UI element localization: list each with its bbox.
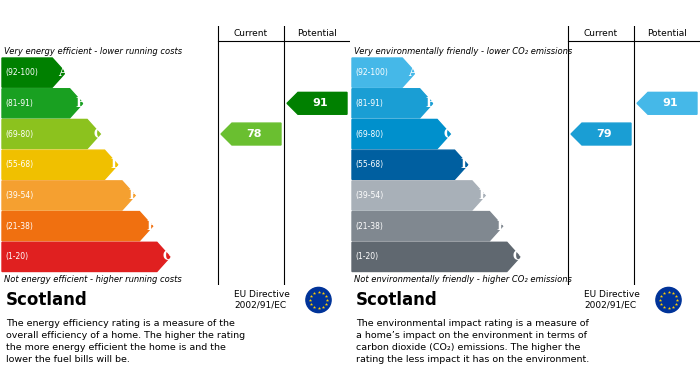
Text: E: E [128, 189, 138, 202]
Polygon shape [2, 89, 83, 118]
Text: (1-20): (1-20) [355, 253, 378, 262]
Text: (81-91): (81-91) [355, 99, 383, 108]
Text: Environmental Impact (CO₂) Rating: Environmental Impact (CO₂) Rating [358, 7, 606, 20]
Text: (92-100): (92-100) [355, 68, 388, 77]
Text: D: D [111, 158, 121, 171]
Text: (69-80): (69-80) [5, 129, 33, 138]
Text: EU Directive
2002/91/EC: EU Directive 2002/91/EC [234, 290, 290, 310]
Text: Very energy efficient - lower running costs: Very energy efficient - lower running co… [4, 47, 182, 56]
Text: B: B [76, 97, 86, 110]
Text: (39-54): (39-54) [355, 191, 384, 200]
Text: Scotland: Scotland [356, 291, 438, 309]
Text: G: G [513, 250, 524, 264]
Text: A: A [409, 66, 419, 79]
Polygon shape [352, 181, 485, 210]
Text: Scotland: Scotland [6, 291, 88, 309]
Polygon shape [2, 212, 153, 241]
Polygon shape [352, 89, 433, 118]
Text: (1-20): (1-20) [5, 253, 28, 262]
Circle shape [656, 287, 681, 312]
Text: Potential: Potential [647, 29, 687, 38]
Polygon shape [287, 92, 347, 114]
Text: The energy efficiency rating is a measure of the
overall efficiency of a home. T: The energy efficiency rating is a measur… [6, 319, 245, 364]
Text: (69-80): (69-80) [355, 129, 383, 138]
Text: F: F [146, 220, 155, 233]
Text: (55-68): (55-68) [5, 160, 33, 169]
Text: Not environmentally friendly - higher CO₂ emissions: Not environmentally friendly - higher CO… [354, 276, 572, 285]
Text: (81-91): (81-91) [5, 99, 33, 108]
Text: 91: 91 [662, 98, 678, 108]
Text: B: B [426, 97, 436, 110]
Polygon shape [571, 123, 631, 145]
Polygon shape [352, 150, 468, 179]
Text: C: C [93, 127, 104, 140]
Polygon shape [221, 123, 281, 145]
Polygon shape [352, 242, 520, 271]
Text: A: A [59, 66, 69, 79]
Circle shape [306, 287, 331, 312]
Polygon shape [352, 58, 415, 87]
Text: EU Directive
2002/91/EC: EU Directive 2002/91/EC [584, 290, 640, 310]
Text: Current: Current [234, 29, 268, 38]
Text: G: G [163, 250, 174, 264]
Text: (39-54): (39-54) [5, 191, 34, 200]
Text: Very environmentally friendly - lower CO₂ emissions: Very environmentally friendly - lower CO… [354, 47, 573, 56]
Polygon shape [352, 212, 503, 241]
Text: (92-100): (92-100) [5, 68, 38, 77]
Text: Potential: Potential [297, 29, 337, 38]
Text: The environmental impact rating is a measure of
a home’s impact on the environme: The environmental impact rating is a mea… [356, 319, 589, 364]
Polygon shape [2, 242, 170, 271]
Text: 91: 91 [312, 98, 328, 108]
Text: (55-68): (55-68) [355, 160, 383, 169]
Text: F: F [496, 220, 505, 233]
Text: Not energy efficient - higher running costs: Not energy efficient - higher running co… [4, 276, 182, 285]
Polygon shape [352, 119, 450, 149]
Polygon shape [637, 92, 697, 114]
Text: (21-38): (21-38) [355, 222, 383, 231]
Text: (21-38): (21-38) [5, 222, 33, 231]
Text: Energy Efficiency Rating: Energy Efficiency Rating [8, 7, 181, 20]
Polygon shape [2, 150, 118, 179]
Polygon shape [2, 119, 100, 149]
Text: 79: 79 [596, 129, 612, 139]
Polygon shape [2, 181, 135, 210]
Text: Current: Current [584, 29, 618, 38]
Text: E: E [478, 189, 488, 202]
Text: D: D [461, 158, 471, 171]
Text: C: C [443, 127, 454, 140]
Polygon shape [2, 58, 65, 87]
Text: 78: 78 [246, 129, 262, 139]
